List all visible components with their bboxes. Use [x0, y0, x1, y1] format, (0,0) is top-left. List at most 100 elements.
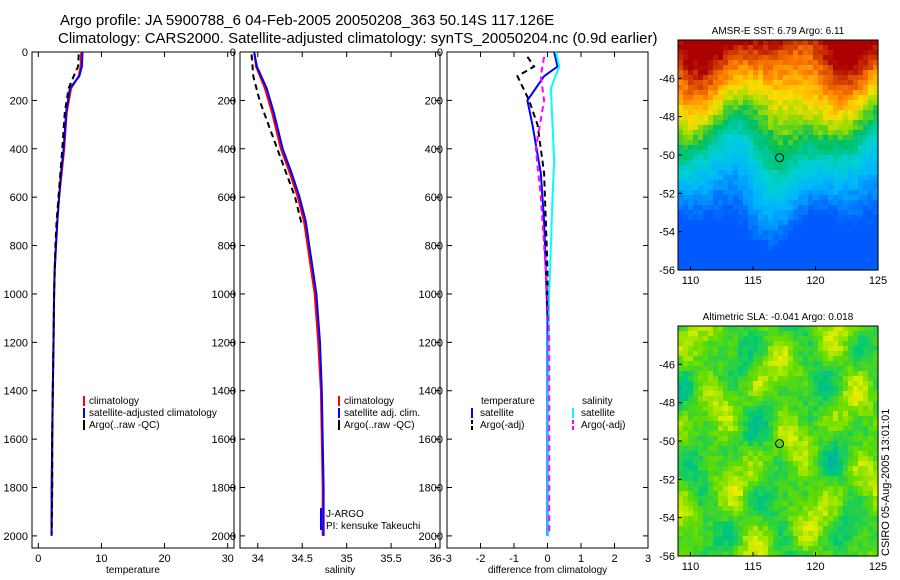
sla-map-cell [783, 496, 789, 502]
sla-map-cell [688, 356, 694, 362]
sst-map-cell [748, 120, 754, 126]
sst-map-cell [873, 155, 879, 161]
sla-map-cell [768, 526, 774, 532]
sst-map-cell [688, 225, 694, 231]
sla-map-cell [723, 356, 729, 362]
sla-map-cell [803, 436, 809, 442]
sst-map-cell [853, 120, 859, 126]
sla-map-cell [778, 471, 784, 477]
sst-map-cell [773, 60, 779, 66]
sla-map-cell [838, 361, 844, 367]
temperature-ytick-label: 0 [22, 47, 28, 59]
sla-map-cell [833, 481, 839, 487]
sla-map-cell [703, 521, 709, 527]
sst-map-cell [828, 130, 834, 136]
sla-map-cell [853, 436, 859, 442]
sst-map-cell [698, 265, 704, 271]
sla-map-cell [798, 391, 804, 397]
sla-map-cell [768, 451, 774, 457]
salinity-legend-label: Argo(..raw -QC) [344, 420, 415, 431]
sla-map-cell [728, 431, 734, 437]
sst-map-cell [768, 250, 774, 256]
sla-map-cell [693, 481, 699, 487]
sla-map-cell [808, 346, 814, 352]
sst-map-cell [843, 90, 849, 96]
sla-map-cell [863, 521, 869, 527]
sla-map-cell [713, 436, 719, 442]
sst-map-cell [823, 155, 829, 161]
sla-map-cell [858, 341, 864, 347]
sst-map-cell [693, 75, 699, 81]
sst-map-cell [683, 130, 689, 136]
sla-map-cell [848, 551, 854, 557]
sla-map-cell [818, 376, 824, 382]
sst-map-cell [773, 210, 779, 216]
sst-map-cell [728, 55, 734, 61]
sla-map-cell [823, 496, 829, 502]
sla-map-cell [743, 501, 749, 507]
sst-map-cell [813, 200, 819, 206]
sst-map-cell [698, 60, 704, 66]
sst-map-cell [808, 90, 814, 96]
sst-map-cell [828, 50, 834, 56]
sst-map-cell [788, 85, 794, 91]
sla-map-cell [848, 511, 854, 517]
sla-map-cell [703, 366, 709, 372]
sla-map-cell [693, 456, 699, 462]
sla-map-cell [738, 546, 744, 552]
sla-map-cell [763, 436, 769, 442]
temperature-ytick-label: 1800 [4, 483, 28, 495]
sst-map-cell [843, 255, 849, 261]
sst-map-cell [838, 90, 844, 96]
sla-map-cell [823, 426, 829, 432]
sla-map-cell [773, 491, 779, 497]
sla-map-cell [808, 461, 814, 467]
sst-map-cell [708, 55, 714, 61]
sla-map-cell [783, 401, 789, 407]
sst-map-cell [708, 70, 714, 76]
sst-map-cell [718, 245, 724, 251]
sla-map-cell [798, 361, 804, 367]
temperature-legend-label: climatology [89, 396, 139, 407]
sst-map-cell [703, 240, 709, 246]
sst-map-cell [868, 195, 874, 201]
sla-map-cell [823, 331, 829, 337]
sst-map-cell [713, 200, 719, 206]
sst-map-cell [823, 185, 829, 191]
sla-map-cell [753, 391, 759, 397]
sla-map-cell [778, 531, 784, 537]
sla-map-cell [743, 416, 749, 422]
sla-map-cell [748, 341, 754, 347]
sst-map-cell [723, 220, 729, 226]
sst-map-cell [773, 215, 779, 221]
sst-map-cell [848, 235, 854, 241]
sla-map-cell [773, 536, 779, 542]
sst-map-cell [728, 100, 734, 106]
sla-map-cell [728, 326, 734, 332]
sst-map-cell [753, 60, 759, 66]
sst-map-cell [718, 50, 724, 56]
sla-map-cell [703, 516, 709, 522]
sla-map-cell [868, 376, 874, 382]
sst-map-cell [868, 145, 874, 151]
sla-map-cell [758, 441, 764, 447]
sla-map-cell [738, 451, 744, 457]
sla-map-cell [818, 366, 824, 372]
sla-map-cell [678, 486, 684, 492]
sst-map-cell [743, 75, 749, 81]
sla-map-cell [843, 401, 849, 407]
sla-map-cell [688, 366, 694, 372]
sla-map-cell [683, 421, 689, 427]
sla-map-cell [773, 361, 779, 367]
temperature-xtick-label: 20 [158, 553, 170, 565]
sst-map-cell [708, 115, 714, 121]
sla-map-cell [783, 501, 789, 507]
sla-map-cell [858, 356, 864, 362]
sst-map-cell [818, 265, 824, 271]
sst-map-cell [748, 40, 754, 46]
sla-map-cell [718, 541, 724, 547]
sst-map-cell [808, 230, 814, 236]
sst-map-cell [778, 235, 784, 241]
sla-map-cell [723, 506, 729, 512]
sst-map-cell [818, 115, 824, 121]
